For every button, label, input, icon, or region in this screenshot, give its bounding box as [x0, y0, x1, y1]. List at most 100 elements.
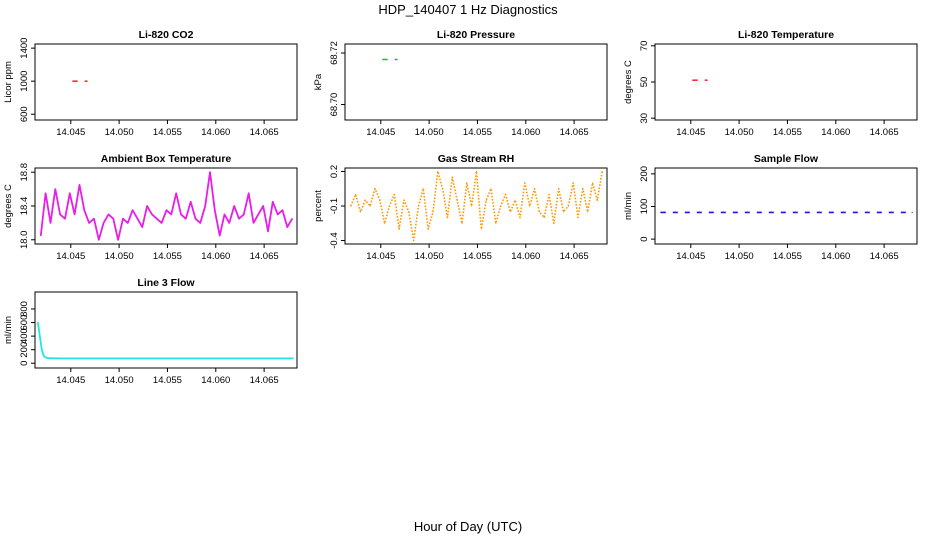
- data-point: [60, 357, 62, 359]
- data-point: [277, 213, 279, 216]
- data-point: [582, 188, 584, 190]
- data-point: [692, 79, 694, 81]
- data-point: [451, 176, 453, 178]
- data-point: [209, 171, 211, 173]
- data-point: [413, 239, 415, 242]
- data-point: [475, 170, 478, 173]
- data-point: [45, 192, 47, 194]
- data-point: [223, 213, 226, 216]
- x-tick-label: 14.055: [463, 127, 492, 138]
- data-point: [43, 355, 45, 357]
- data-point: [456, 199, 458, 201]
- data-point: [176, 357, 178, 359]
- data-point: [538, 211, 540, 213]
- data-point: [214, 209, 216, 211]
- y-axis-label: ml/min: [623, 192, 634, 220]
- data-point: [408, 211, 410, 213]
- data-point: [199, 222, 201, 224]
- x-tick-label: 14.050: [415, 251, 444, 262]
- data-point: [519, 216, 521, 219]
- y-tick-label: 200: [639, 166, 650, 182]
- data-point: [660, 211, 662, 213]
- data-point: [156, 218, 158, 220]
- plot-frame: [654, 167, 918, 245]
- data-point: [480, 228, 482, 230]
- data-point: [567, 205, 569, 207]
- data-point: [359, 211, 362, 213]
- y-tick-label: 1000: [19, 71, 30, 92]
- y-tick-label: 100: [639, 199, 650, 215]
- data-point: [384, 222, 386, 224]
- y-tick-label: 70: [639, 41, 650, 52]
- data-point: [350, 205, 352, 207]
- figure-title: HDP_140407 1 Hz Diagnostics: [378, 2, 558, 17]
- x-tick-label: 14.055: [773, 127, 802, 138]
- data-point: [233, 205, 235, 207]
- data-point: [93, 218, 95, 220]
- data-point: [427, 228, 429, 230]
- y-tick-label: 800: [19, 301, 30, 317]
- y-axis-label: ml/min: [3, 316, 14, 344]
- plot-frame: [34, 167, 298, 245]
- data-point: [596, 199, 598, 201]
- x-tick-label: 14.050: [105, 251, 134, 262]
- data-point: [107, 213, 110, 216]
- data-point: [466, 182, 468, 184]
- y-axis-label: percent: [313, 190, 324, 222]
- x-tick-label: 14.055: [153, 251, 182, 262]
- data-point: [69, 192, 71, 194]
- x-tick-label: 14.065: [560, 127, 589, 138]
- data-point: [292, 357, 294, 359]
- data-point: [151, 213, 153, 216]
- data-point: [355, 193, 357, 196]
- x-tick-label: 14.050: [105, 127, 134, 138]
- x-tick-label: 14.045: [676, 251, 705, 262]
- series-line: [37, 322, 294, 360]
- x-tick-label: 14.060: [821, 251, 850, 262]
- data-point: [364, 199, 366, 201]
- data-point: [461, 222, 463, 224]
- data-point: [403, 199, 405, 201]
- plot-frame: [34, 291, 298, 369]
- data-point: [272, 201, 274, 203]
- x-tick-label: 14.065: [250, 251, 279, 262]
- x-tick-label: 14.045: [56, 375, 85, 386]
- data-point: [204, 205, 206, 207]
- data-point: [533, 188, 536, 190]
- data-point: [267, 230, 269, 232]
- y-axis-label: kPa: [313, 73, 324, 90]
- data-point: [417, 205, 420, 207]
- data-point: [136, 218, 139, 220]
- data-point: [37, 321, 39, 324]
- data-point: [78, 184, 81, 186]
- figure-xlabel: Hour of Day (UTC): [414, 519, 522, 534]
- data-point: [529, 205, 531, 207]
- data-point: [86, 80, 88, 82]
- data-point: [393, 193, 395, 196]
- data-point: [74, 213, 76, 216]
- data-point: [118, 357, 120, 359]
- y-tick-label: 18.4: [19, 197, 30, 216]
- x-tick-label: 14.060: [201, 251, 230, 262]
- data-point: [238, 218, 240, 220]
- data-point: [83, 209, 85, 211]
- data-point: [543, 216, 545, 219]
- data-point: [54, 188, 56, 190]
- y-tick-label: 200: [19, 342, 30, 358]
- x-tick-label: 14.050: [725, 251, 754, 262]
- x-tick-label: 14.055: [463, 251, 492, 262]
- data-point: [48, 357, 51, 359]
- data-point: [141, 226, 143, 228]
- data-point: [112, 218, 114, 220]
- data-point: [286, 226, 288, 228]
- data-point: [572, 182, 574, 184]
- panel-title: Ambient Box Temperature: [101, 153, 232, 165]
- data-point: [64, 218, 66, 220]
- data-point: [388, 205, 391, 207]
- data-point: [437, 170, 439, 173]
- data-point: [504, 193, 507, 196]
- data-point: [257, 213, 259, 216]
- plot-frame: [344, 43, 608, 121]
- data-point: [72, 80, 74, 82]
- x-tick-label: 14.065: [250, 127, 279, 138]
